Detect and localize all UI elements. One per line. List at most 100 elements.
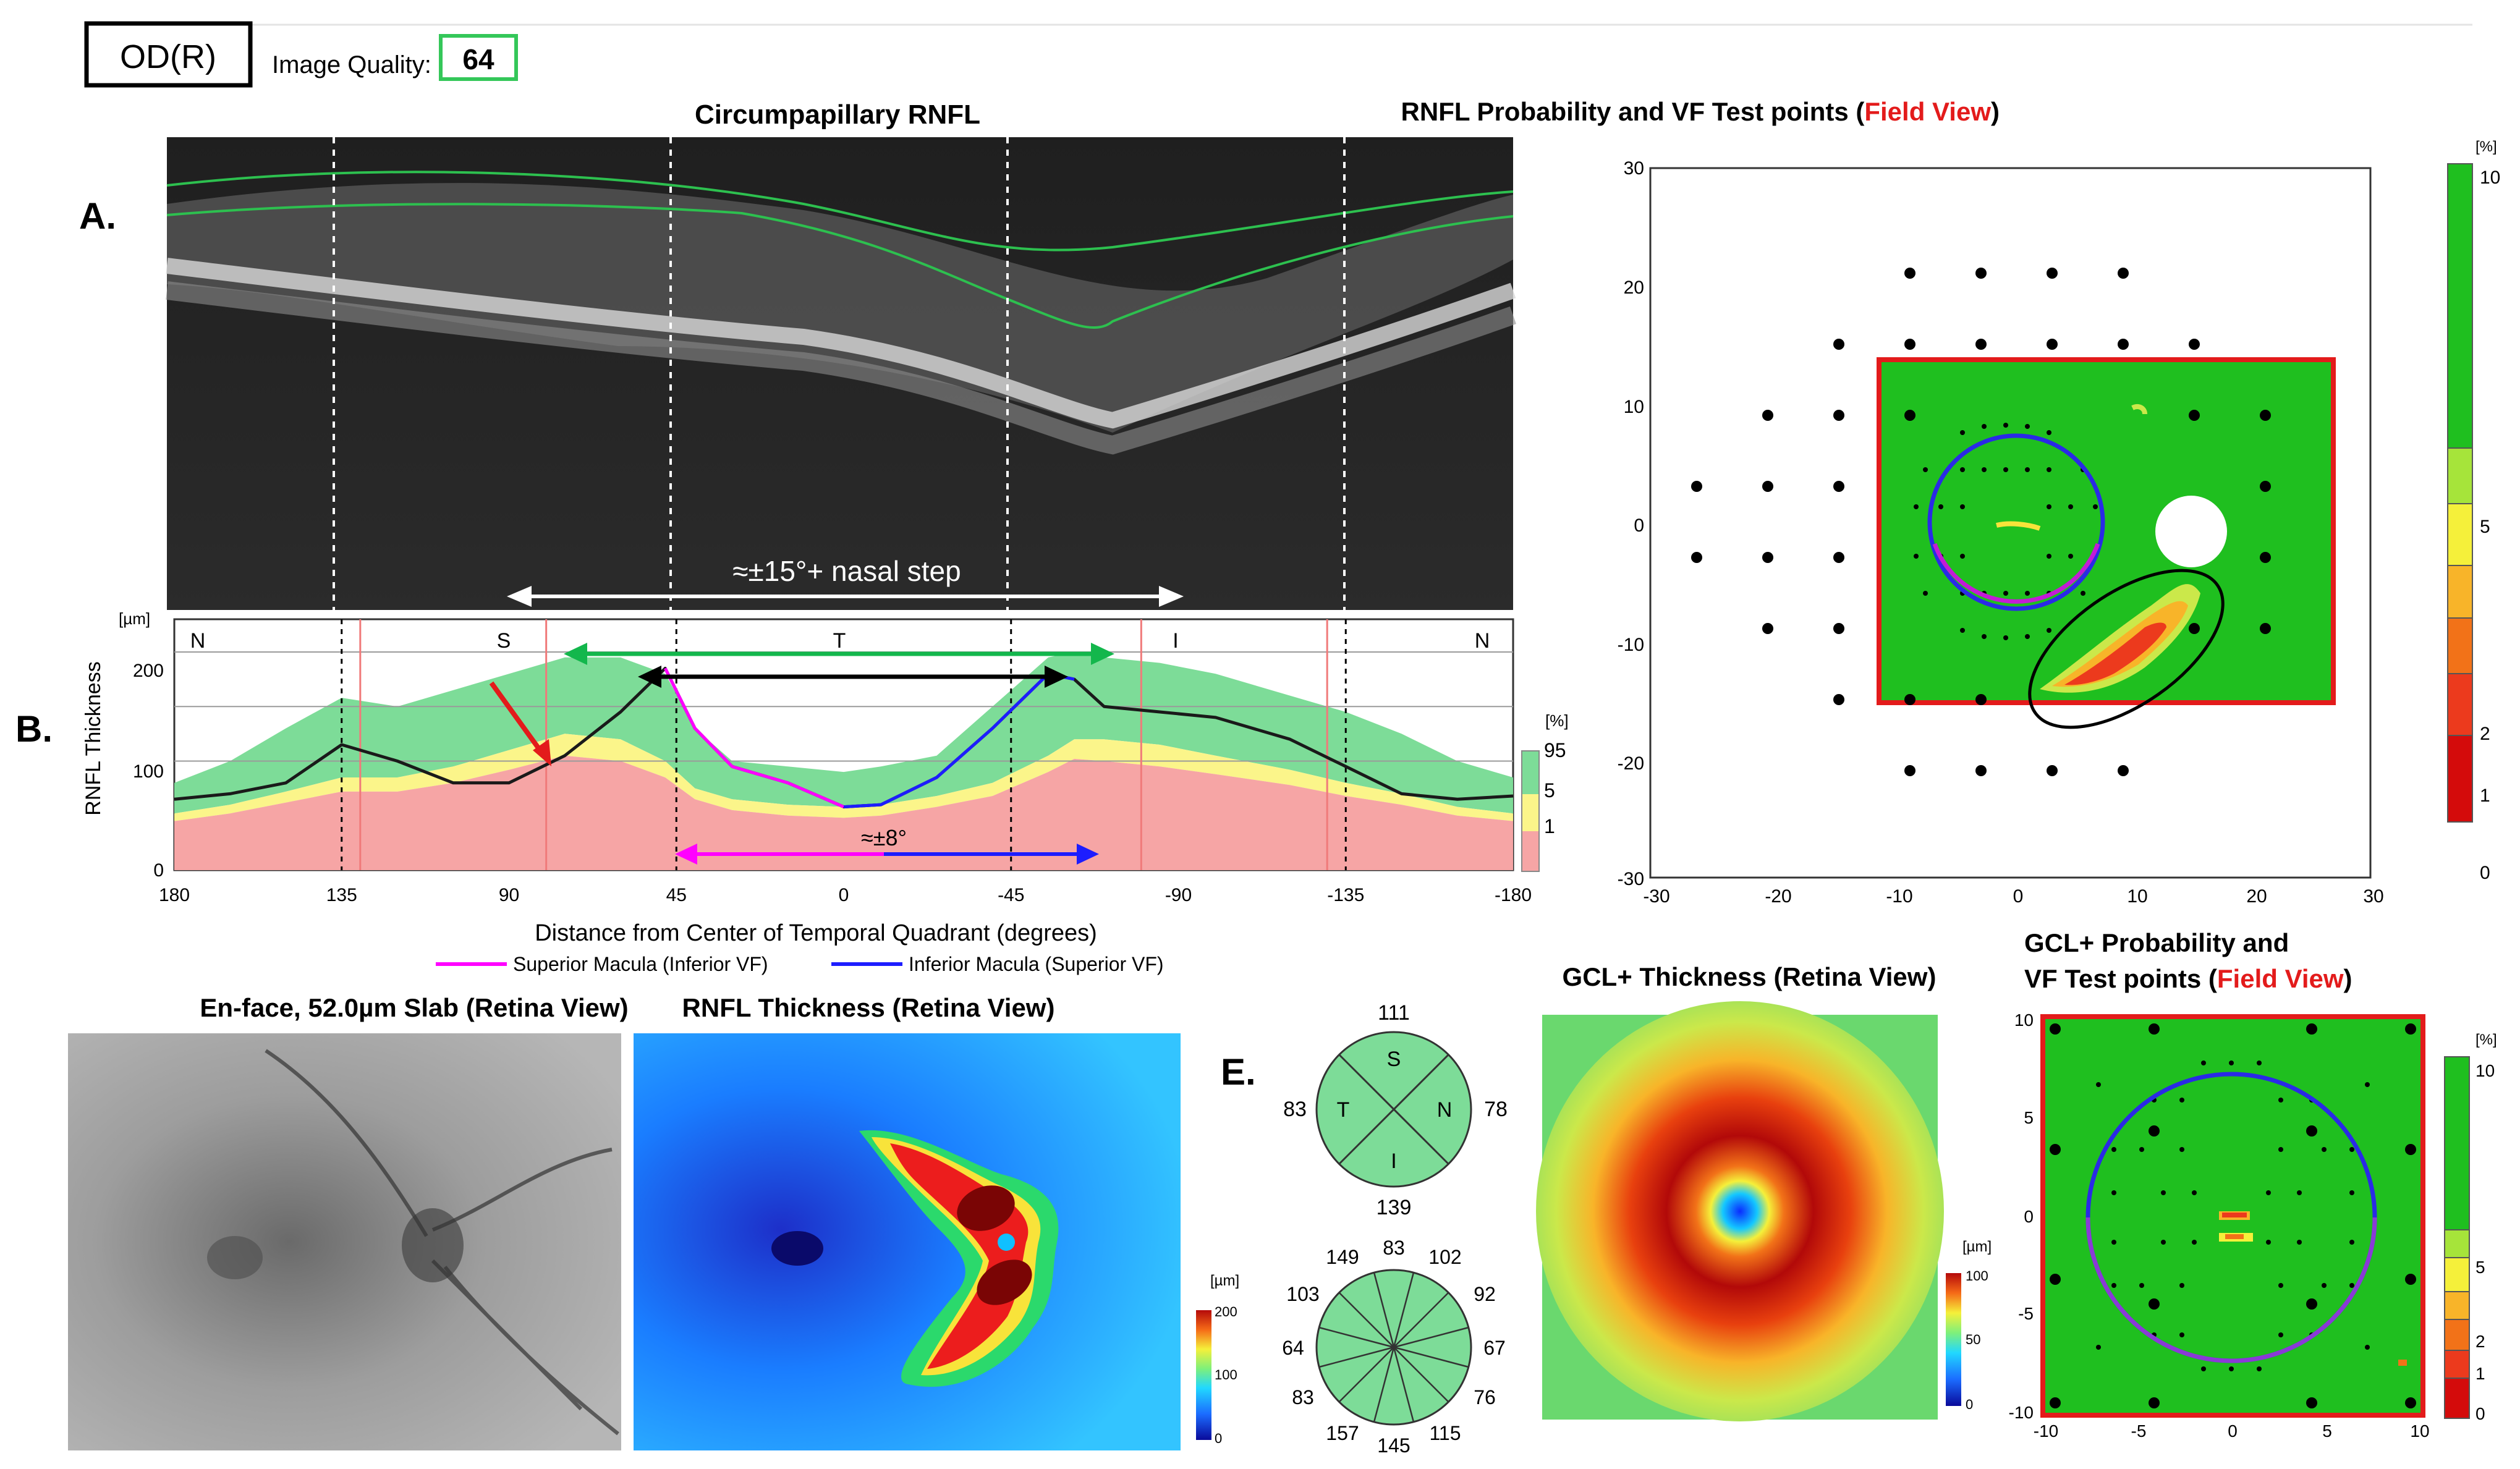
svg-text:20: 20 xyxy=(2246,886,2267,907)
quadrant-value-nasal: 78 xyxy=(1484,1098,1508,1121)
panel-d-tick-200: 200 xyxy=(1215,1304,1237,1319)
quadrant-letter-s: S xyxy=(1387,1048,1401,1071)
panel-h-pct-5: 5 xyxy=(2475,1258,2485,1277)
panel-h-xticks: -10 -5 0 5 10 xyxy=(2034,1421,2430,1441)
panel-letter-e: E. xyxy=(1221,1051,1256,1093)
borderline-band xyxy=(174,734,1513,821)
panel-f-unit: [µm] xyxy=(1962,1238,1992,1255)
gcl-thickness-map xyxy=(1536,1001,1944,1421)
xtick-6: -90 xyxy=(1165,885,1192,905)
quadrant-letter-n: N xyxy=(1437,1098,1453,1122)
panel-f-tick-100: 100 xyxy=(1966,1268,1988,1284)
macula-circle-g xyxy=(1927,433,2105,611)
svg-text:10: 10 xyxy=(2127,886,2147,907)
xtick-4: 0 xyxy=(839,885,849,905)
panel-g-probability-legend xyxy=(2447,163,2473,823)
svg-text:-20: -20 xyxy=(1618,753,1644,774)
svg-text:0: 0 xyxy=(2024,1207,2034,1226)
panel-d-tick-0: 0 xyxy=(1215,1431,1222,1446)
legend-inferior-label: Inferior Macula (Superior VF) xyxy=(909,953,1164,975)
svg-text:-5: -5 xyxy=(2018,1304,2034,1323)
image-quality-box xyxy=(439,34,518,81)
svg-text:30: 30 xyxy=(1624,158,1644,179)
defect-ellipse xyxy=(2028,569,2225,729)
peak-black-arrow xyxy=(638,666,1068,688)
svg-text:-10: -10 xyxy=(2009,1403,2034,1422)
percentile-unit: [%] xyxy=(1545,711,1569,730)
svg-text:-10: -10 xyxy=(2034,1421,2058,1441)
nasal-step-arrow xyxy=(507,586,1184,607)
panel-f-title: GCL+ Thickness (Retina View) xyxy=(1563,962,1937,991)
clock-hour-circle xyxy=(1315,1269,1472,1426)
panel-g-pct-1: 1 xyxy=(2480,785,2490,806)
xtick-5: -45 xyxy=(998,885,1024,905)
panel-g-pct-10: 10 xyxy=(2480,167,2500,188)
panel-h-pct-0: 0 xyxy=(2475,1404,2485,1423)
svg-text:-30: -30 xyxy=(1643,886,1669,907)
ytick-0: 0 xyxy=(153,860,164,881)
xtick-7: -135 xyxy=(1327,885,1364,905)
clock-value-2: 92 xyxy=(1474,1283,1496,1305)
xtick-1: 135 xyxy=(326,885,357,905)
panel-h-title-line1: GCL+ Probability and xyxy=(2024,928,2289,957)
quadrant-n-right: N xyxy=(1475,629,1490,653)
clock-value-9: 64 xyxy=(1282,1337,1304,1359)
gcl-probability-map xyxy=(2040,1014,2425,1418)
gcl-map-colorbar xyxy=(1946,1273,1961,1406)
clock-value-8: 83 xyxy=(1292,1386,1314,1408)
quadrant-value-superior: 111 xyxy=(1378,1001,1410,1025)
panel-d-title: RNFL Thickness (Retina View) xyxy=(682,993,1055,1022)
rnfl-probability-map xyxy=(1877,357,2336,705)
panel-h-pct-unit: [%] xyxy=(2475,1031,2497,1048)
clock-value-11: 149 xyxy=(1326,1246,1359,1268)
rnfl-thickness-chart: 180 135 90 45 0 -45 -90 -135 -180 xyxy=(159,618,1532,905)
panel-letter-a: A. xyxy=(79,195,116,237)
quadrant-value-temporal: 83 xyxy=(1283,1098,1307,1121)
clock-value-7: 157 xyxy=(1326,1422,1359,1444)
quadrant-i: I xyxy=(1173,629,1178,653)
clock-value-4: 76 xyxy=(1474,1386,1496,1408)
svg-text:-5: -5 xyxy=(2131,1421,2147,1441)
panel-d-unit: [µm] xyxy=(1210,1272,1239,1289)
nasal-step-label: ≈±15°+ nasal step xyxy=(732,555,961,587)
svg-text:0: 0 xyxy=(1634,515,1644,536)
xtick-3: 45 xyxy=(666,885,687,905)
svg-text:10: 10 xyxy=(2014,1010,2034,1030)
svg-text:0: 0 xyxy=(2013,886,2024,907)
normal-band xyxy=(174,652,1513,814)
panel-g-pct-0: 0 xyxy=(2480,863,2490,883)
macula-circle-g-lower xyxy=(1932,543,2100,604)
clock-value-6: 145 xyxy=(1377,1434,1410,1457)
quadrant-value-inferior: 139 xyxy=(1377,1196,1412,1219)
defect-red-arrow xyxy=(489,681,551,766)
svg-text:10: 10 xyxy=(1624,397,1644,417)
panel-g-pct-unit: [%] xyxy=(2475,138,2497,155)
quadrant-letter-t: T xyxy=(1337,1098,1350,1122)
svg-text:30: 30 xyxy=(2363,886,2383,907)
panel-d-tick-100: 100 xyxy=(1215,1367,1237,1382)
temporal-green-arrow xyxy=(564,643,1114,665)
pct-tick-5: 5 xyxy=(1544,779,1555,802)
panel-f-tick-50: 50 xyxy=(1966,1332,1980,1347)
svg-text:-10: -10 xyxy=(1886,886,1912,907)
panel-b-unit: [µm] xyxy=(119,609,150,628)
eye-label-box xyxy=(84,21,253,88)
panel-f-tick-0: 0 xyxy=(1966,1397,1973,1412)
clock-value-12: 83 xyxy=(1383,1237,1405,1259)
oct-separators xyxy=(333,137,1346,610)
quadrant-letter-i: I xyxy=(1391,1149,1396,1173)
oct-bscan xyxy=(166,137,1516,610)
panel-h-vf-points xyxy=(2050,1023,2416,1408)
clock-value-5: 115 xyxy=(1429,1422,1461,1444)
panel-b-xlabel: Distance from Center of Temporal Quadran… xyxy=(535,920,1097,946)
ytick-100: 100 xyxy=(133,761,164,782)
macula-range-arrow xyxy=(675,844,1099,865)
svg-text:5: 5 xyxy=(2024,1108,2034,1127)
clock-value-3: 67 xyxy=(1483,1337,1506,1359)
eye-label: OD(R) xyxy=(120,38,216,75)
panel-h-pct-1: 1 xyxy=(2475,1364,2485,1383)
svg-text:10: 10 xyxy=(2410,1421,2429,1441)
svg-text:-30: -30 xyxy=(1618,869,1644,889)
macula-circle-h-lower xyxy=(2085,1217,2377,1363)
panel-a-title: Circumpapillary RNFL xyxy=(695,99,980,130)
